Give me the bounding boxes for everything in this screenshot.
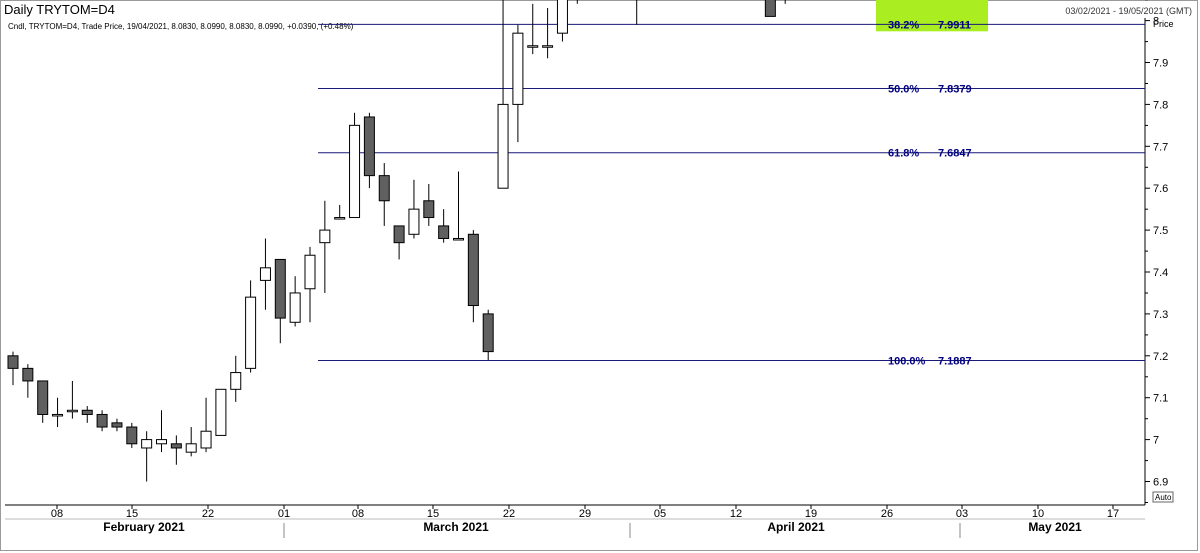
y-tick-label: 7.4	[1153, 267, 1168, 279]
candle-body	[96, 413, 108, 428]
y-tick-label: 7.2	[1153, 351, 1168, 363]
x-tick-label: 08	[352, 508, 364, 520]
chart-title: Daily TRYTOM=D4	[4, 2, 115, 17]
candle-body	[408, 208, 420, 235]
fib-highlight-band	[876, 0, 988, 32]
x-tick-label: 15	[427, 508, 439, 520]
candle-body	[556, 0, 568, 34]
month-label: March 2021	[423, 520, 489, 534]
x-tick-label: 29	[579, 508, 591, 520]
auto-box	[1152, 491, 1174, 503]
candle-body	[378, 175, 390, 202]
y-tick-label: 6.9	[1153, 477, 1168, 489]
x-tick-label: 17	[1107, 508, 1119, 520]
candle-body	[156, 439, 167, 445]
x-tick-label: 22	[503, 508, 515, 520]
candle-body	[81, 409, 93, 415]
candle-body	[274, 258, 286, 319]
y-tick-label: 7.6	[1153, 183, 1168, 195]
candle-body	[363, 116, 375, 177]
date-range: 03/02/2021 - 19/05/2021 (GMT)	[1065, 6, 1192, 16]
y-tick-label: 7.9	[1153, 58, 1168, 70]
legend-text: Cndl, TRYTOM=D4, Trade Price, 19/04/2021…	[8, 22, 354, 31]
y-tick-label: 7.7	[1153, 141, 1168, 153]
month-label: April 2021	[767, 520, 825, 534]
x-tick-label: 15	[126, 508, 138, 520]
candle-body	[230, 372, 242, 390]
candle-body	[423, 200, 435, 219]
candle-body	[304, 254, 316, 290]
candle-body	[542, 45, 554, 48]
candle-body	[66, 409, 78, 413]
candle-body	[482, 313, 494, 353]
x-tick-label: 19	[805, 508, 817, 520]
fib-value-label: 7.9911	[938, 19, 971, 31]
fib-percent-label: 38.2%	[888, 19, 919, 31]
candle-body	[527, 45, 539, 48]
x-tick-label: 26	[881, 508, 893, 520]
fib-percent-label: 61.8%	[888, 148, 919, 160]
fib-value-label: 7.1887	[938, 356, 972, 368]
fib-percent-label: 50.0%	[888, 84, 919, 96]
candle-body	[512, 32, 524, 105]
candle-body	[185, 443, 197, 453]
candle-body	[170, 443, 182, 449]
fib-value-label: 7.6847	[938, 148, 972, 160]
candle-body	[245, 296, 257, 369]
y-axis-label: Price	[1153, 19, 1174, 29]
x-tick-label: 03	[956, 508, 968, 520]
y-tick-label: 7.5	[1153, 225, 1168, 237]
y-tick-label: 7.1	[1153, 393, 1168, 405]
y-tick-label: 8	[1153, 16, 1159, 28]
x-tick-label: 12	[730, 508, 742, 520]
x-tick-label: 22	[202, 508, 214, 520]
candle-body	[764, 0, 776, 17]
candle-body	[37, 380, 49, 415]
y-tick-label: 7.8	[1153, 99, 1168, 111]
candle-body	[438, 225, 450, 239]
candle-body	[111, 422, 123, 428]
candle-body	[319, 229, 331, 244]
y-tick-label: 7	[1153, 435, 1159, 447]
fib-value-label: 7.8379	[938, 84, 972, 96]
x-tick-label: 10	[1032, 508, 1044, 520]
candle-body	[334, 217, 346, 220]
candle-body	[467, 233, 479, 307]
candle-body	[126, 426, 138, 445]
candle-body	[52, 413, 64, 417]
candle-body	[215, 388, 227, 436]
y-tick-label: 7.3	[1153, 309, 1168, 321]
candle-body	[393, 225, 405, 244]
candle-body	[200, 430, 212, 449]
candle-body	[289, 292, 301, 323]
candle-body	[22, 367, 34, 382]
fib-percent-label: 100.0%	[888, 356, 926, 368]
x-tick-label: 08	[51, 508, 63, 520]
candle-body	[497, 103, 509, 189]
x-tick-label: 01	[278, 508, 290, 520]
candle-body	[453, 237, 464, 241]
x-tick-label: 05	[654, 508, 666, 520]
candle-body	[349, 124, 361, 219]
candle-body	[7, 355, 19, 369]
candle-body	[259, 267, 271, 281]
month-label: May 2021	[1028, 520, 1082, 534]
auto-label: Auto	[1155, 493, 1172, 502]
candle-body	[141, 439, 153, 449]
month-label: February 2021	[103, 520, 185, 534]
